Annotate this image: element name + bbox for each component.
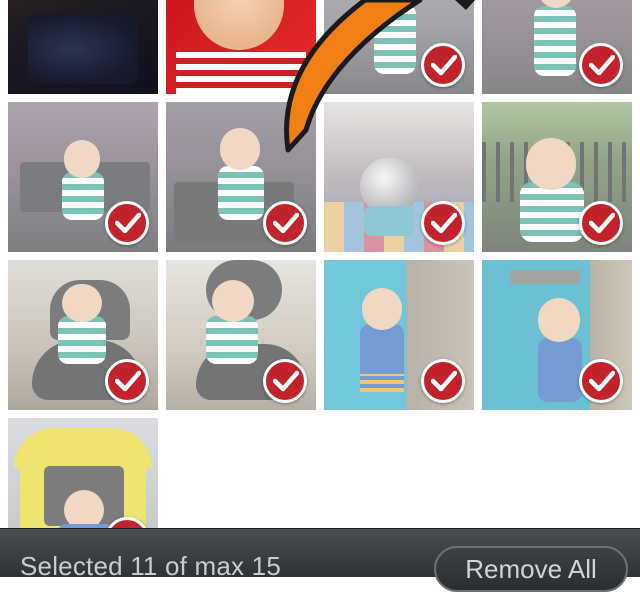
photo-grid [8, 0, 632, 528]
remove-all-button[interactable]: Remove All [434, 546, 628, 592]
checkmark-icon [431, 54, 457, 76]
checkmark-icon [273, 212, 299, 234]
photo-thumbnail[interactable] [324, 102, 474, 252]
selected-check-badge [579, 359, 623, 403]
photo-thumbnail[interactable] [482, 102, 632, 252]
photo-thumbnail[interactable] [482, 260, 632, 410]
selected-check-badge [263, 359, 307, 403]
selection-toolbar: Selected 11 of max 15 Remove All [0, 528, 640, 592]
selected-check-badge [579, 201, 623, 245]
selected-check-badge [421, 359, 465, 403]
photo-thumbnail[interactable] [166, 102, 316, 252]
selected-check-badge [105, 201, 149, 245]
photo-thumbnail[interactable] [482, 0, 632, 94]
photo-thumbnail[interactable] [166, 260, 316, 410]
photo-thumbnail[interactable] [8, 102, 158, 252]
selected-check-badge [421, 201, 465, 245]
checkmark-icon [589, 54, 615, 76]
checkmark-icon [589, 370, 615, 392]
photo-thumbnail[interactable] [8, 0, 158, 94]
selected-check-badge [421, 43, 465, 87]
checkmark-icon [431, 370, 457, 392]
photo-thumbnail[interactable] [8, 418, 158, 528]
checkmark-icon [115, 370, 141, 392]
photo-thumbnail[interactable] [8, 260, 158, 410]
photo-thumbnail[interactable] [324, 260, 474, 410]
checkmark-icon [589, 212, 615, 234]
selection-count-label: Selected 11 of max 15 [20, 551, 281, 581]
arrow-pointer-icon [284, 0, 475, 153]
selected-check-badge [105, 359, 149, 403]
checkmark-icon [273, 370, 299, 392]
photo-thumbnail[interactable] [166, 0, 316, 94]
checkmark-icon [115, 212, 141, 234]
selection-overlay [8, 418, 158, 528]
checkmark-icon [431, 212, 457, 234]
selected-check-badge [263, 201, 307, 245]
selected-check-badge [579, 43, 623, 87]
